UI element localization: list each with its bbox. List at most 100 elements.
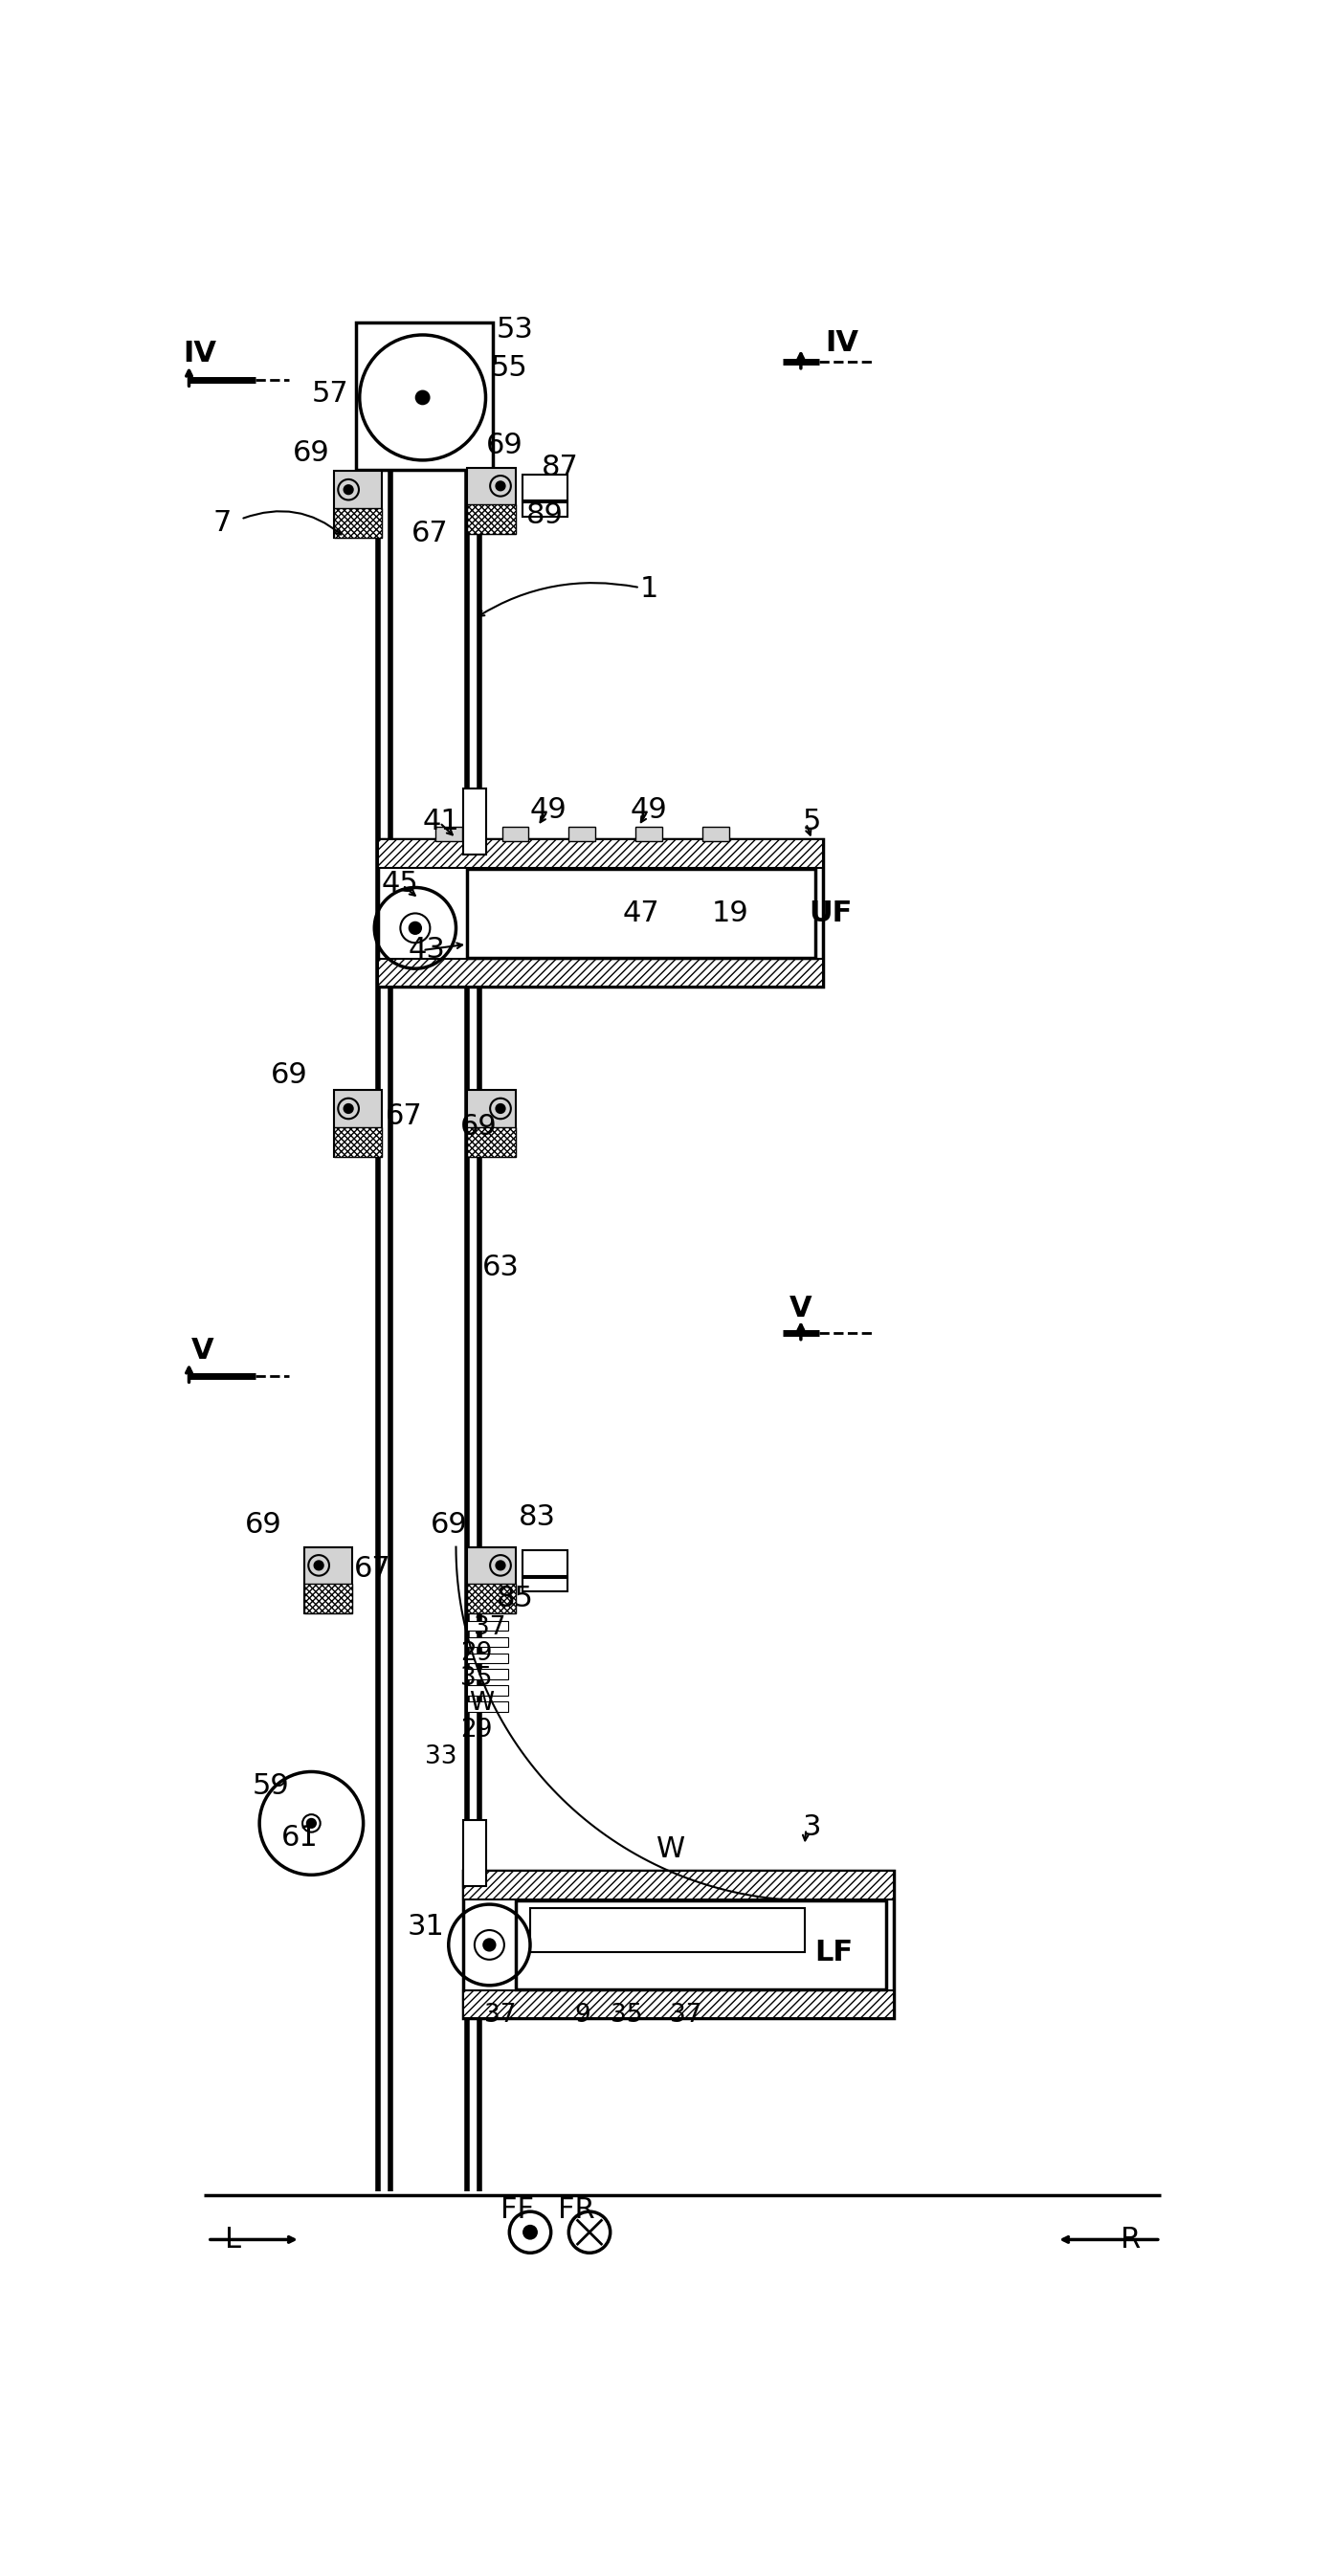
Text: 33: 33 <box>426 1744 458 1770</box>
Bar <box>304 1548 352 1613</box>
Bar <box>467 1669 508 1680</box>
Text: 67: 67 <box>386 1103 423 1131</box>
Bar <box>467 1685 508 1695</box>
Circle shape <box>344 1105 352 1113</box>
Bar <box>523 1551 567 1577</box>
Bar <box>463 1870 894 2020</box>
Bar <box>702 827 728 842</box>
Circle shape <box>308 1819 315 1826</box>
Text: R: R <box>1121 2226 1141 2254</box>
Bar <box>467 1636 508 1646</box>
Text: 69: 69 <box>293 438 329 466</box>
Circle shape <box>410 922 420 933</box>
Bar <box>463 1991 894 2020</box>
Bar <box>467 466 515 533</box>
Bar <box>530 1909 804 1953</box>
Bar <box>467 1584 515 1613</box>
Text: FF: FF <box>500 2197 534 2223</box>
Circle shape <box>344 487 352 495</box>
Bar <box>435 827 462 842</box>
Text: 53: 53 <box>496 317 534 343</box>
Text: 19: 19 <box>712 899 748 927</box>
Bar <box>467 1654 508 1664</box>
Text: 5: 5 <box>803 806 822 835</box>
Text: 63: 63 <box>482 1252 519 1280</box>
Bar <box>463 788 486 855</box>
Text: 49: 49 <box>530 796 567 824</box>
Text: 69: 69 <box>430 1512 467 1538</box>
Bar <box>467 1548 515 1613</box>
Text: 35: 35 <box>460 1667 492 1690</box>
Text: 69: 69 <box>244 1512 281 1538</box>
Text: V: V <box>790 1296 812 1324</box>
Text: FR: FR <box>558 2197 595 2223</box>
Circle shape <box>496 1561 504 1569</box>
Bar <box>356 322 494 469</box>
Text: 55: 55 <box>491 353 528 381</box>
Bar <box>334 471 382 538</box>
Circle shape <box>496 1105 504 1113</box>
Text: 29: 29 <box>460 1641 492 1667</box>
Bar <box>463 1819 486 1886</box>
Bar <box>467 868 815 958</box>
Text: IV: IV <box>183 340 217 368</box>
Text: 9: 9 <box>574 2002 590 2027</box>
Bar <box>467 1126 515 1157</box>
Text: 45: 45 <box>382 871 419 896</box>
Text: 89: 89 <box>527 502 563 528</box>
Circle shape <box>496 482 504 489</box>
Circle shape <box>315 1561 323 1569</box>
Text: 43: 43 <box>408 935 446 963</box>
Text: 49: 49 <box>630 796 667 824</box>
Bar <box>467 1703 508 1713</box>
Bar <box>378 840 823 987</box>
Text: W: W <box>470 1690 495 1716</box>
Text: 47: 47 <box>623 899 660 927</box>
Text: 1: 1 <box>639 574 658 603</box>
Bar <box>378 958 823 987</box>
Text: 67: 67 <box>411 520 448 549</box>
Bar <box>523 1579 567 1592</box>
Circle shape <box>484 1940 495 1950</box>
Text: LF: LF <box>815 1937 854 1965</box>
Circle shape <box>524 2226 536 2239</box>
Bar <box>502 827 528 842</box>
Bar <box>467 505 515 533</box>
Bar <box>304 1584 352 1613</box>
Text: W: W <box>656 1834 686 1862</box>
Text: 69: 69 <box>460 1113 496 1141</box>
Bar <box>635 827 662 842</box>
Text: 3: 3 <box>803 1814 822 1842</box>
Bar <box>334 1090 382 1157</box>
Bar <box>568 827 595 842</box>
Bar <box>515 1901 886 1989</box>
Text: 7: 7 <box>213 510 232 536</box>
Text: 61: 61 <box>281 1824 319 1852</box>
Text: 67: 67 <box>355 1556 391 1584</box>
Circle shape <box>416 392 428 404</box>
Text: L: L <box>225 2226 241 2254</box>
Text: 35: 35 <box>611 2002 643 2027</box>
Text: UF: UF <box>808 899 852 927</box>
Bar <box>467 1090 515 1157</box>
Text: 29: 29 <box>460 1718 492 1741</box>
Text: IV: IV <box>824 330 858 358</box>
Text: 83: 83 <box>519 1504 556 1530</box>
Text: 59: 59 <box>252 1772 289 1801</box>
Text: 41: 41 <box>423 806 460 835</box>
Bar <box>378 840 823 868</box>
Text: 37: 37 <box>474 1615 506 1641</box>
Text: 37: 37 <box>484 2002 516 2027</box>
Bar <box>463 1870 894 1899</box>
Bar <box>334 1126 382 1157</box>
Text: 69: 69 <box>486 433 523 459</box>
Bar <box>467 1620 508 1631</box>
Text: 69: 69 <box>271 1061 308 1090</box>
Bar <box>523 502 567 518</box>
Text: 31: 31 <box>408 1911 446 1940</box>
Bar <box>334 507 382 538</box>
Text: 37: 37 <box>670 2002 702 2027</box>
Text: V: V <box>191 1337 213 1365</box>
Text: 57: 57 <box>311 381 348 407</box>
Bar <box>523 474 567 500</box>
